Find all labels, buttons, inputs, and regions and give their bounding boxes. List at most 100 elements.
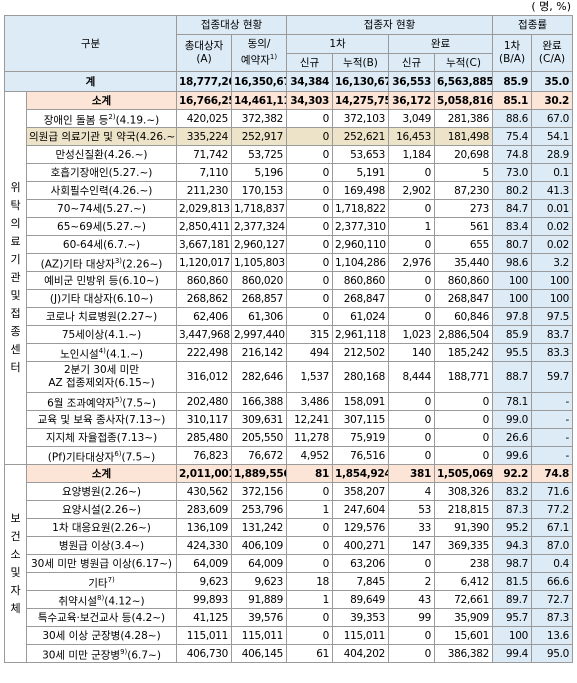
- table-cell: 131,242: [231, 518, 288, 537]
- table-cell: 28.9: [531, 145, 574, 164]
- table-cell: 87.3: [492, 500, 533, 519]
- table-cell: 84.7: [492, 199, 533, 218]
- row-label-text: 30세 이상 군장병: [42, 629, 121, 642]
- table-cell: 406,730: [176, 644, 233, 663]
- table-cell: 430,562: [176, 482, 233, 501]
- table-cell: 166,388: [231, 392, 288, 411]
- row-label: 65~69세(5.27.~): [25, 217, 178, 236]
- table-cell: 0: [286, 163, 334, 182]
- table-cell: 0: [286, 235, 334, 254]
- table-cell: 115,011: [231, 626, 288, 645]
- table-cell: 268,857: [231, 289, 288, 308]
- table-cell: 5,191: [332, 163, 390, 182]
- table-row: 호흡기장애인(5.27.~) 7,110 5,196 0 5,191 0 5 73.0 0.1: [5, 163, 574, 182]
- table-cell: 83.3: [531, 343, 574, 362]
- table-cell: 2,377,324: [231, 217, 288, 236]
- table-cell: 2,961,118: [332, 325, 390, 344]
- footnote-marker: 6): [114, 449, 122, 458]
- table-cell: 98.7: [492, 554, 533, 573]
- table-cell: 76,823: [176, 446, 233, 465]
- table-cell: 95.5: [492, 343, 533, 362]
- table-cell: 3,667,181: [176, 235, 233, 254]
- row-label: 지지체 자율접종(7.13~): [25, 428, 178, 447]
- header-rate: 접종률: [492, 15, 574, 35]
- table-cell: 62,406: [176, 307, 233, 326]
- row-label: 의원급 의료기관 및 약국(4.26.~): [25, 127, 178, 146]
- row-label-text: (Pf)기타대상자: [47, 451, 115, 464]
- table-cell: 0: [388, 626, 436, 645]
- table-cell: 0: [388, 428, 436, 447]
- row-date: (4.26.~): [108, 184, 153, 197]
- subtotal-label: 소계: [25, 464, 178, 483]
- footnote-marker: 2): [108, 112, 116, 121]
- table-cell: 860,860: [176, 271, 233, 290]
- table-cell: 0.01: [531, 199, 574, 218]
- table-cell: 53,725: [231, 145, 288, 164]
- table-cell: 14,275,754: [332, 91, 390, 110]
- table-row: (J)기타 대상자(6.10~) 268,862 268,857 0 268,847 0 2…: [5, 289, 574, 308]
- table-cell: 2,850,411: [176, 217, 233, 236]
- table-cell: 0: [286, 253, 334, 272]
- subtotal-label: 소계: [25, 91, 178, 110]
- table-cell: 5: [434, 163, 494, 182]
- table-cell: 115,011: [332, 626, 390, 645]
- table-cell: 9,623: [176, 572, 233, 591]
- table-row: 기타7) 9,623 9,623 18 7,845 2 6,412 81.5 66.6: [5, 572, 574, 591]
- table-cell: 188,771: [434, 361, 494, 393]
- table-cell: 1,718,822: [332, 199, 390, 218]
- table-cell: 16,350,672: [231, 71, 288, 92]
- table-cell: 36,553: [388, 71, 436, 92]
- table-cell: 100: [492, 271, 533, 290]
- table-cell: 202,480: [176, 392, 233, 411]
- table-cell: 95.2: [492, 518, 533, 537]
- table-cell: 85.9: [492, 325, 533, 344]
- table-cell: 1,889,556: [231, 464, 288, 483]
- table-cell: 2,997,440: [231, 325, 288, 344]
- row-label: 예비군 민방위 등(6.10~): [25, 271, 178, 290]
- table-cell: 252,917: [231, 127, 288, 146]
- row-label: 요양병원(2.26~): [25, 482, 178, 501]
- table-cell: 88.7: [492, 361, 533, 393]
- table-cell: 35,909: [434, 608, 494, 627]
- table-cell: 0: [286, 145, 334, 164]
- row-date: (4.26.~): [103, 148, 148, 161]
- table-cell: 54.1: [531, 127, 574, 146]
- table-cell: 2,960,127: [231, 235, 288, 254]
- table-row: (AZ)기타 대상자3)(2.26~) 1,120,017 1,105,803 0 1,…: [5, 253, 574, 272]
- table-cell: 1: [388, 217, 436, 236]
- unit-label: ( 명, %): [531, 0, 571, 13]
- header-dose1: 1차: [286, 34, 390, 54]
- table-cell: 61,306: [231, 307, 288, 326]
- table-row: 병원급 이상(3.4~) 424,330 406,109 0 400,271 147 369…: [5, 536, 574, 555]
- table-cell: 655: [434, 235, 494, 254]
- table-row: 특수교육·보건교사 등(4.2~) 41,125 39,576 0 39,353 99 35…: [5, 608, 574, 627]
- table-cell: 80.2: [492, 181, 533, 200]
- header-new1: 신규: [286, 53, 334, 72]
- table-cell: 308,326: [434, 482, 494, 501]
- table-cell: 61: [286, 644, 334, 663]
- row-label-text: 30세 미만 병원급 이상: [30, 557, 132, 570]
- row-date: (3.4~): [110, 539, 145, 552]
- table-row: 요양시설(2.26~) 283,609 253,796 1 247,604 53 218,8…: [5, 500, 574, 519]
- row-label: 30세 미만 군장병9)(6.7~): [25, 644, 178, 663]
- table-row: 취약시설8)(4.12~) 99,893 91,889 1 89,649 43 72,661…: [5, 590, 574, 609]
- table-row: 사회필수인력(4.26.~) 211,230 170,153 0 169,498 2,90…: [5, 181, 574, 200]
- table-cell: 81.5: [492, 572, 533, 591]
- health-center-subtotal-row: 보 건 소 및 자 체 소계 2,011,001 1,889,556 81 1,854,9…: [4, 464, 574, 663]
- table-cell: 268,847: [332, 289, 390, 308]
- row-date: (5.27.~): [102, 220, 146, 233]
- table-cell: 77.2: [531, 500, 574, 519]
- table-row: 70~74세(5.27.~) 2,029,813 1,718,837 0 1,718,8…: [5, 199, 574, 218]
- row-date: (4.19.~): [115, 114, 160, 127]
- table-row: 노인시설4)(4.1.~) 222,498 216,142 494 212,502 140…: [5, 343, 574, 362]
- footnote-marker: 7): [107, 575, 115, 584]
- row-label-text: 30세 미만 군장병: [42, 649, 121, 662]
- row-label-text: 기타: [88, 577, 108, 590]
- table-cell: 0: [286, 109, 334, 128]
- row-label: 호흡기장애인(5.27.~): [25, 163, 178, 182]
- table-cell: 0: [286, 127, 334, 146]
- table-cell: 0: [286, 554, 334, 573]
- table-row: 1차 대응요원(2.26~) 136,109 131,242 0 129,576 33 91…: [5, 518, 574, 537]
- table-cell: 0: [388, 554, 436, 573]
- table-row: (Pf)기타대상자6)(7.5~) 76,823 76,672 4,952 76,516…: [5, 446, 574, 465]
